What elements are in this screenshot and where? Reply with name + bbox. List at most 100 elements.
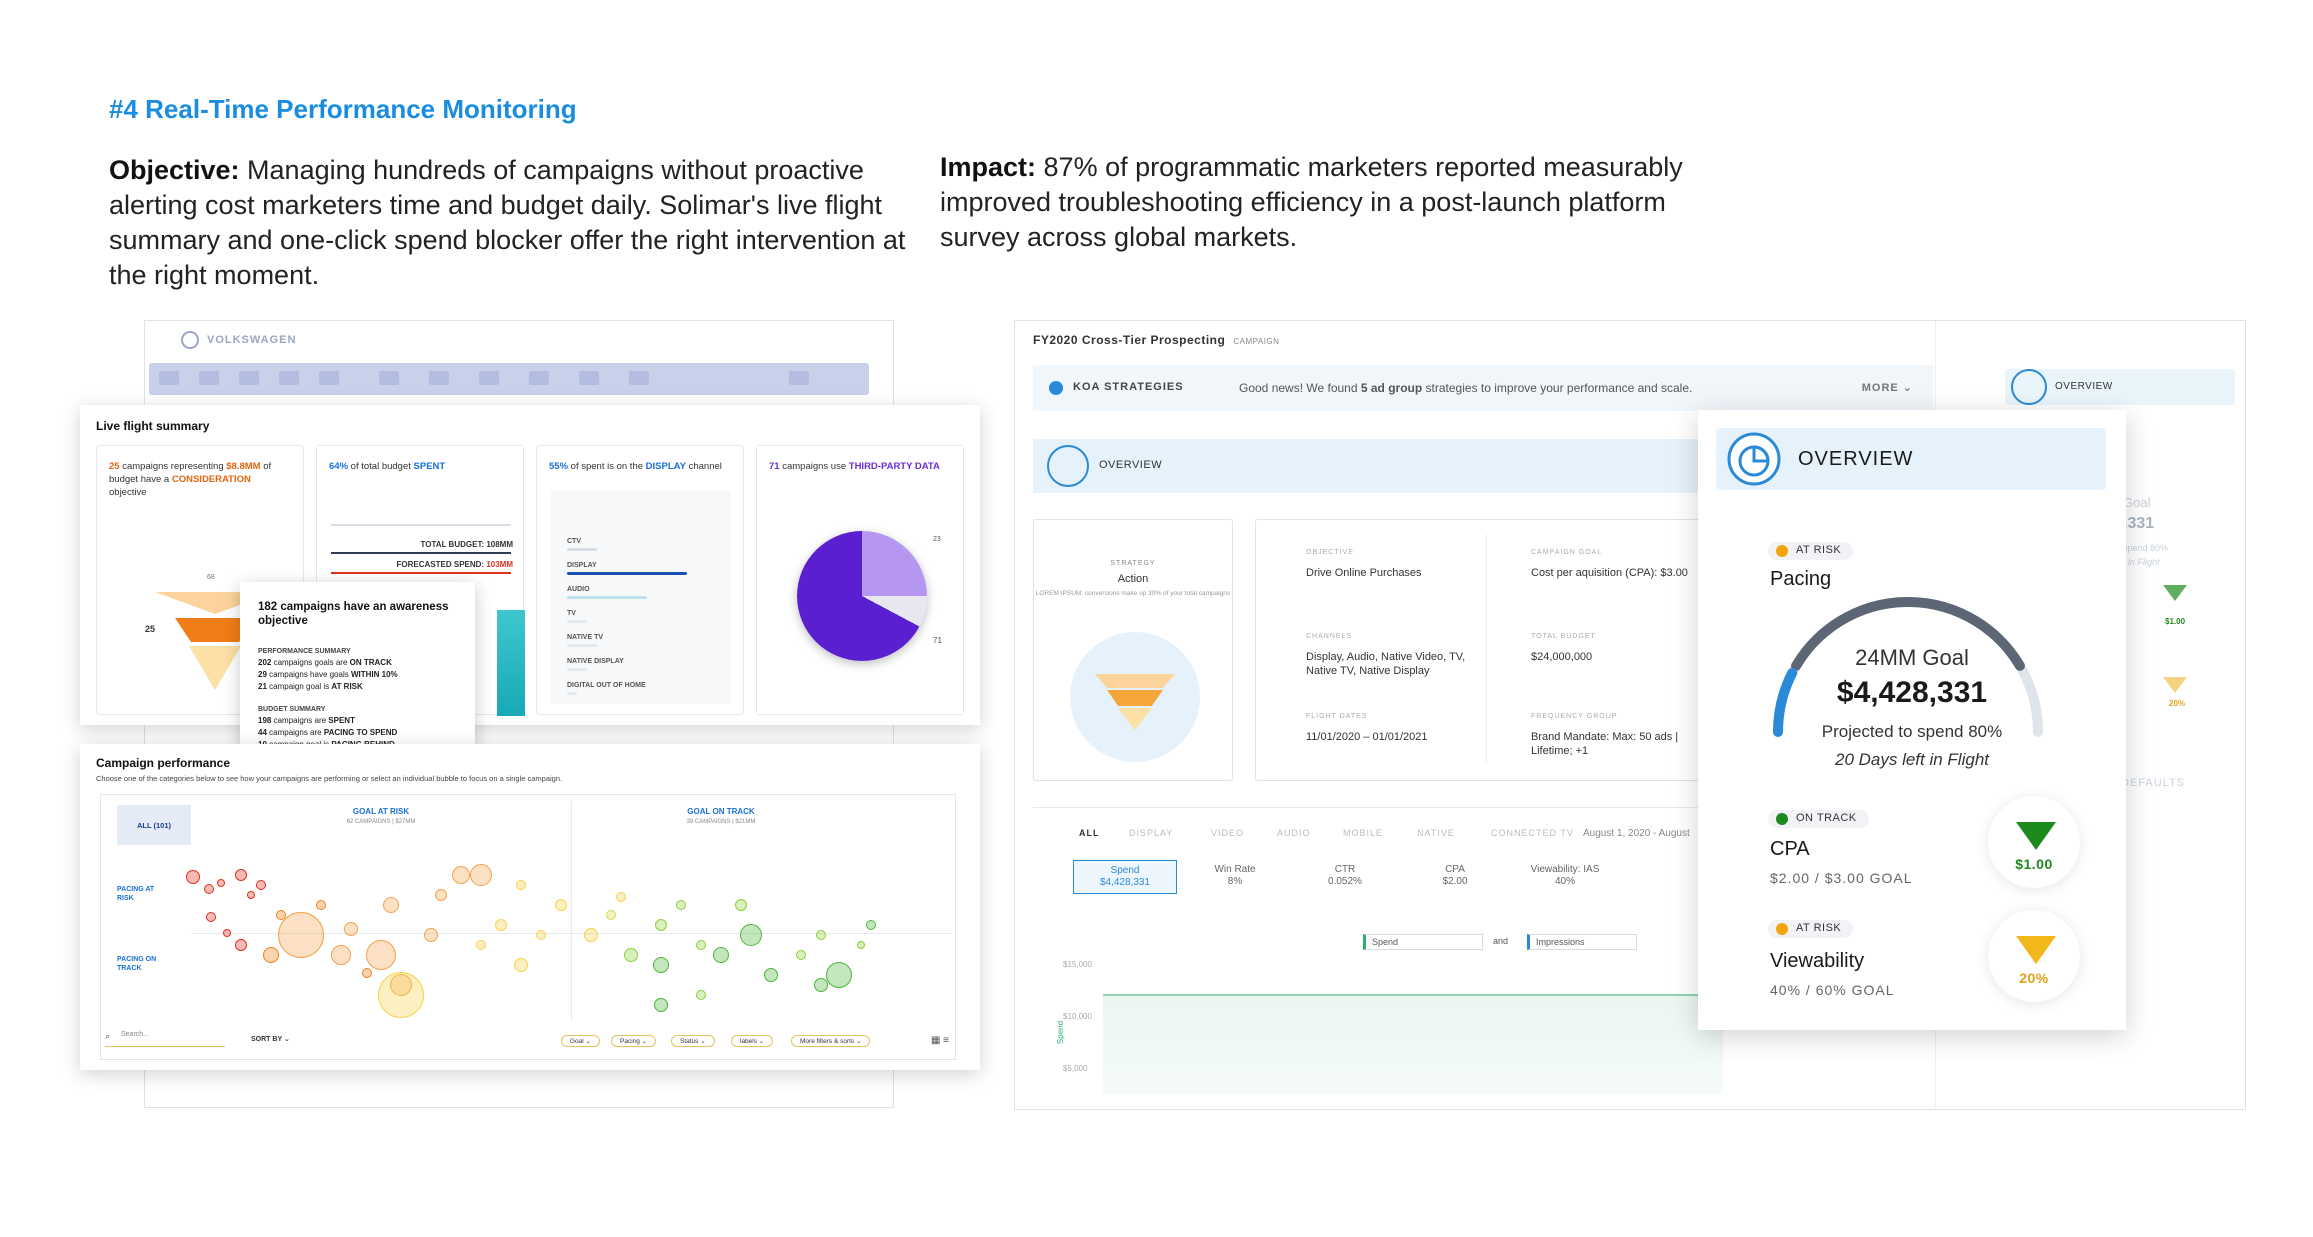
sort-by-button[interactable]: SORT BY ⌄ — [251, 1035, 290, 1043]
campaign-bubble[interactable] — [362, 968, 372, 978]
campaign-bubble[interactable] — [816, 930, 826, 940]
filter-dropdown[interactable]: Status ⌄ — [671, 1035, 715, 1047]
campaign-bubble[interactable] — [435, 889, 447, 901]
koa-strategies-banner[interactable]: KOA STRATEGIES Good news! We found 5 ad … — [1033, 365, 1933, 411]
campaign-bubble[interactable] — [516, 880, 526, 890]
campaign-bubble[interactable] — [206, 912, 216, 922]
channel-bar[interactable] — [567, 644, 597, 647]
campaign-bubble[interactable] — [276, 910, 286, 920]
channel-tab[interactable]: DISPLAY — [1129, 828, 1174, 838]
nav-icon[interactable] — [319, 371, 339, 385]
campaign-bubble[interactable] — [256, 880, 266, 890]
campaign-bubble[interactable] — [247, 891, 255, 899]
channel-tab[interactable]: AUDIO — [1277, 828, 1311, 838]
third-party-card[interactable]: 71 campaigns use THIRD-PARTY DATA 23 71 — [756, 445, 964, 715]
nav-icon[interactable] — [529, 371, 549, 385]
metric-tile[interactable]: Viewability: IAS 40% — [1513, 864, 1617, 888]
campaign-bubble[interactable] — [452, 866, 470, 884]
metric-tile[interactable]: CTR 0.052% — [1293, 864, 1397, 888]
col-goal-at-risk[interactable]: GOAL AT RISK — [352, 807, 410, 816]
campaign-bubble[interactable] — [514, 958, 528, 972]
campaign-bubble[interactable] — [584, 928, 598, 942]
nav-icon[interactable] — [429, 371, 449, 385]
campaign-bubble[interactable] — [217, 879, 225, 887]
campaign-bubble[interactable] — [654, 998, 668, 1012]
channel-tab[interactable]: MOBILE — [1343, 828, 1384, 838]
overview-strip[interactable]: OVERVIEW — [1033, 439, 1733, 493]
nav-icon[interactable] — [379, 371, 399, 385]
campaign-bubble[interactable] — [676, 900, 686, 910]
campaign-bubble[interactable] — [713, 947, 729, 963]
nav-icon[interactable] — [579, 371, 599, 385]
campaign-bubble[interactable] — [866, 920, 876, 930]
campaign-bubble[interactable] — [470, 864, 492, 886]
tab-all[interactable]: ALL (101) — [117, 805, 191, 845]
vw-nav-bar[interactable] — [149, 363, 869, 395]
metric-dropdown-2[interactable]: Impressions — [1527, 934, 1637, 950]
campaign-bubble[interactable] — [344, 922, 358, 936]
campaign-bubble[interactable] — [696, 940, 706, 950]
campaign-bubble[interactable] — [624, 948, 638, 962]
spend-line-chart[interactable]: $15,000 $10,000 $5,000 Spend — [1056, 948, 1723, 1098]
channel-tab[interactable]: NATIVE — [1417, 828, 1455, 838]
third-party-pie-chart[interactable] — [797, 531, 927, 661]
date-range[interactable]: August 1, 2020 - August — [1583, 828, 1690, 839]
channel-tab[interactable]: ALL — [1079, 828, 1100, 838]
campaign-bubble[interactable] — [857, 941, 865, 949]
channel-tab[interactable]: VIDEO — [1211, 828, 1245, 838]
metric-tile[interactable]: Win Rate 8% — [1183, 864, 1287, 888]
channel-tab[interactable]: CONNECTED TV — [1491, 828, 1574, 838]
row-pacing-on-track[interactable]: PACING ON TRACK — [117, 956, 157, 972]
campaign-bubble[interactable] — [655, 919, 667, 931]
campaign-bubble[interactable] — [555, 899, 567, 911]
channel-bar[interactable] — [567, 620, 587, 623]
nav-icon[interactable] — [199, 371, 219, 385]
campaign-bubble[interactable] — [764, 968, 778, 982]
campaign-bubble[interactable] — [616, 892, 626, 902]
channel-bar[interactable] — [567, 668, 587, 671]
filter-dropdown[interactable]: Goal ⌄ — [561, 1035, 600, 1047]
campaign-bubble[interactable] — [495, 919, 507, 931]
cpa-indicator[interactable]: $1.00 — [1988, 796, 2080, 888]
display-card[interactable]: 55% of spent is on the DISPLAY channel C… — [536, 445, 744, 715]
campaign-bubble[interactable] — [814, 978, 828, 992]
campaign-bubble[interactable] — [740, 924, 762, 946]
nav-icon[interactable] — [479, 371, 499, 385]
channel-bar[interactable] — [567, 548, 597, 551]
metric-tile[interactable]: CPA $2.00 — [1403, 864, 1507, 888]
campaign-bubble[interactable] — [476, 940, 486, 950]
campaign-bubble[interactable] — [331, 945, 351, 965]
campaign-bubble[interactable] — [696, 990, 706, 1000]
filter-dropdown[interactable]: labels ⌄ — [731, 1035, 774, 1047]
campaign-bubble[interactable] — [316, 900, 326, 910]
campaign-bubble[interactable] — [263, 947, 279, 963]
campaign-bubble[interactable] — [204, 884, 214, 894]
col-goal-on-track[interactable]: GOAL ON TRACK — [687, 807, 755, 816]
campaign-bubble[interactable] — [606, 910, 616, 920]
nav-icon[interactable] — [279, 371, 299, 385]
more-button[interactable]: MORE ⌄ — [1861, 382, 1913, 394]
channel-bar[interactable] — [567, 596, 647, 599]
campaign-bubble[interactable] — [383, 897, 399, 913]
filter-dropdown[interactable]: More filters & sorts ⌄ — [791, 1035, 871, 1047]
filter-dropdown[interactable]: Pacing ⌄ — [611, 1035, 657, 1047]
channel-bar[interactable] — [567, 572, 687, 575]
overview-card-header[interactable]: OVERVIEW — [1716, 428, 2106, 490]
channel-bar[interactable] — [567, 692, 577, 695]
campaign-bubble[interactable] — [826, 962, 852, 988]
campaign-bubble[interactable] — [796, 950, 806, 960]
campaign-bubble[interactable] — [223, 929, 231, 937]
nav-icon[interactable] — [789, 371, 809, 385]
campaign-bubble[interactable] — [235, 939, 247, 951]
search-input[interactable]: ⌕ Search... — [105, 1031, 225, 1047]
campaign-bubble[interactable] — [424, 928, 438, 942]
campaign-bubble[interactable] — [536, 930, 546, 940]
view-toggle-icon[interactable]: ▦ ≡ — [930, 1035, 949, 1046]
nav-icon[interactable] — [239, 371, 259, 385]
metric-tile[interactable]: Spend $4,428,331 — [1073, 860, 1177, 894]
campaign-bubble[interactable] — [378, 972, 424, 1018]
pacing-gauge[interactable] — [1758, 582, 2058, 742]
overview-tab-small[interactable]: OVERVIEW — [2005, 369, 2235, 405]
nav-icon[interactable] — [159, 371, 179, 385]
campaign-bubble[interactable] — [235, 869, 247, 881]
